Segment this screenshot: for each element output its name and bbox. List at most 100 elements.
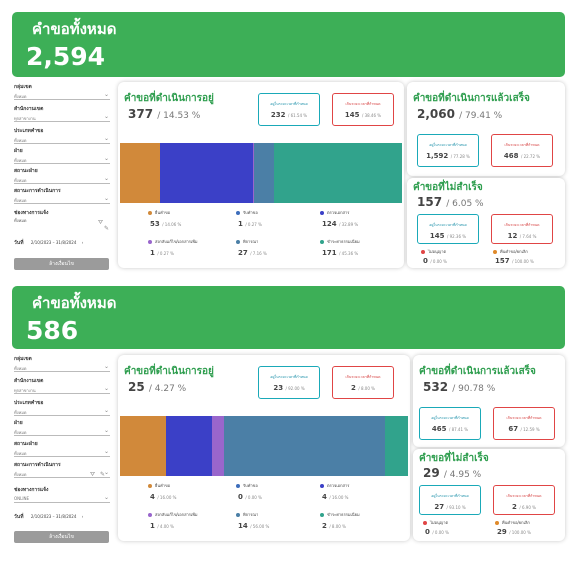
failed-within-box[interactable]: อยู่ในระยะเวลาที่กำหนด 145 / 92.36 % [417,214,479,244]
filter-channel[interactable]: ช่องทางการแจ้ง ทั้งหมด ⛛ ✎ [14,209,110,232]
date-from[interactable]: 2/10/2023 [30,240,52,245]
failed-over-box[interactable]: เกินระยะเวลาที่กำหนด 2 / 6.90 % [493,485,555,515]
bar-segment[interactable] [120,143,160,203]
bar-segment[interactable] [212,416,224,476]
reason-name: ไม่อนุญาต [430,520,449,525]
filter-value: ทั้งหมด [14,366,27,371]
failed-within-value: 27 [434,503,445,511]
over-deadline-pct: / 8.00 % [358,386,375,391]
edit-icon[interactable]: ✎ [100,471,106,478]
filter-sidebar: กลุ่มเขต ทั้งหมด ⌄ สำนักงานเขต ทุกสาขางาน… [12,353,110,548]
filter-select[interactable]: ONLINE ⌄ [14,494,110,503]
filter-select[interactable]: ทั้งหมด ⌄ [14,135,110,144]
date-from[interactable]: 2/10/2023 [30,514,52,519]
bar-segment[interactable] [159,143,161,203]
chevron-down-icon: ⌄ [103,448,109,455]
filter-select[interactable]: ทั้งหมด ⌄ [14,155,110,164]
done-within-box[interactable]: อยู่ในระยะเวลาที่กำหนด 1,592 / 77.28 % [417,134,479,167]
filter-select[interactable]: ทั้งหมด ⌄ [14,91,110,100]
filter-select[interactable]: ทุกสาขางาน ⌄ [14,385,110,394]
filter-department[interactable]: ฝ่าย ทั้งหมด ⌄ [14,147,110,164]
failed-value: 157 [417,195,443,209]
failed-over-pct: / 6.90 % [519,505,536,510]
filter-request-type[interactable]: ประเภทคำขอ ทั้งหมด ⌄ [14,127,110,144]
done-within-box[interactable]: อยู่ในระยะเวลาที่กำหนด 465 / 87.41 % [419,407,481,440]
legend-item: รับคำขอ 0 / 0.00 % [236,482,306,501]
date-to[interactable]: 31/8/2024 [55,240,77,245]
bar-segment[interactable] [253,143,275,203]
filter-icon[interactable]: ⛛ [98,219,104,226]
filter-zone-group[interactable]: กลุ่มเขต ทั้งหมด ⌄ [14,83,110,100]
within-deadline-value: 23 [273,384,284,392]
edit-icon[interactable]: ✎ [104,225,110,232]
filter-process-status[interactable]: สถานะการดำเนินการ ทั้งหมด ⌄ ⛛ ✎ [14,461,110,478]
legend-dot [236,484,240,488]
filter-label: สำนักงานเขต [14,378,44,384]
bar-segment[interactable] [274,143,402,203]
filter-value: ทั้งหมด [14,410,27,415]
over-deadline-box[interactable]: เกินระยะเวลาที่กำหนด 2 / 8.00 % [332,366,394,399]
bar-segment[interactable] [253,143,254,203]
date-range[interactable]: วันที่ 2/10/2023 – 31/8/2024 › [14,514,84,520]
filter-label: สำนักงานเขต [14,106,44,112]
within-deadline-stat: 23 / 92.00 % [259,384,319,392]
clear-filters-button[interactable]: ล้างเงื่อนไข [14,258,109,270]
filter-select[interactable]: ทั้งหมด ⌄ [14,407,110,416]
chevron-right-icon[interactable]: › [81,514,84,519]
filter-request-type[interactable]: ประเภทคำขอ ทั้งหมด ⌄ [14,399,110,416]
legend-dot [320,513,324,517]
failed-over-box[interactable]: เกินระยะเวลาที่กำหนด 12 / 7.64 % [491,214,553,244]
bar-segment[interactable] [384,416,408,476]
filter-process-status[interactable]: สถานะการดำเนินการ ทั้งหมด ⌄ [14,187,110,204]
legend-dot [495,521,499,525]
legend-pct: / 0.27 % [157,251,174,256]
failed-over-value: 2 [512,503,517,511]
date-to[interactable]: 31/8/2024 [55,514,77,519]
filter-department[interactable]: ฝ่าย ทั้งหมด ⌄ [14,419,110,436]
over-deadline-label: เกินระยะเวลาที่กำหนด [345,102,381,106]
filter-select[interactable]: ทั้งหมด ⌄ [14,469,110,478]
done-over-box[interactable]: เกินระยะเวลาที่กำหนด 67 / 12.59 % [493,407,555,440]
within-deadline-box[interactable]: อยู่ในระยะเวลาที่กำหนด 23 / 92.00 % [258,366,320,399]
filter-icon[interactable]: ⛛ [90,471,96,478]
legend-value: 1 [238,220,243,228]
legend-label: รับคำขอ [243,210,258,215]
chevron-down-icon: ⌄ [103,195,109,202]
over-deadline-stat: 2 / 8.00 % [333,384,393,392]
chevron-right-icon[interactable]: › [81,240,84,245]
filter-department-status[interactable]: สถานะฝ่าย ทั้งหมด ⌄ [14,440,110,457]
dashboard-all: คำขอทั้งหมด 2,594 กลุ่มเขต ทั้งหมด ⌄ สำนั… [12,12,565,270]
over-deadline-box[interactable]: เกินระยะเวลาที่กำหนด 145 / 38.46 % [332,93,394,126]
bar-segment[interactable] [120,416,167,476]
filter-channel[interactable]: ช่องทางการแจ้ง ONLINE ⌄ [14,486,110,503]
legend-label: ยื่นคำขอ [155,210,171,215]
within-deadline-box[interactable]: อยู่ในระยะเวลาที่กำหนด 232 / 61.54 % [258,93,320,126]
filter-value: ทั้งหมด [14,138,27,143]
legend-value: 4 [322,493,327,501]
filter-select[interactable]: ทั้งหมด ⌄ [14,195,110,204]
total-requests-title: คำขอทั้งหมด [32,20,117,38]
done-value: 2,060 [417,107,455,121]
done-over-box[interactable]: เกินระยะเวลาที่กำหนด 468 / 22.72 % [491,134,553,167]
filter-label: ประเภทคำขอ [14,128,44,134]
reason-name: คืนคำขอ/ยกเลิก [502,520,530,525]
filter-department-status[interactable]: สถานะฝ่าย ทั้งหมด ⌄ [14,167,110,184]
bar-segment[interactable] [160,143,254,203]
filter-zone-group[interactable]: กลุ่มเขต ทั้งหมด ⌄ [14,355,110,372]
reason-stat: 157 / 100.00 % [495,257,563,265]
bar-segment[interactable] [223,416,385,476]
clear-filters-button[interactable]: ล้างเงื่อนไข [14,531,109,543]
bar-segment[interactable] [166,416,213,476]
failed-summary: 157 / 6.05 % [417,195,484,209]
failed-within-box[interactable]: อยู่ในระยะเวลาที่กำหนด 27 / 93.10 % [419,485,481,515]
filter-district-office[interactable]: สำนักงานเขต ทุกสาขางาน ⌄ [14,105,110,122]
filter-district-office[interactable]: สำนักงานเขต ทุกสาขางาน ⌄ [14,377,110,394]
filter-select[interactable]: ทั้งหมด ⌄ [14,448,110,457]
legend-dot [493,250,497,254]
filter-select[interactable]: ทั้งหมด ⌄ [14,363,110,372]
filter-select[interactable]: ทุกสาขางาน ⌄ [14,113,110,122]
filter-select[interactable]: ทั้งหมด ⌄ [14,175,110,184]
date-range[interactable]: วันที่ 2/10/2023 – 31/8/2024 › [14,240,84,246]
legend-stat: 27 / 7.16 % [238,249,306,257]
filter-select[interactable]: ทั้งหมด ⌄ [14,427,110,436]
